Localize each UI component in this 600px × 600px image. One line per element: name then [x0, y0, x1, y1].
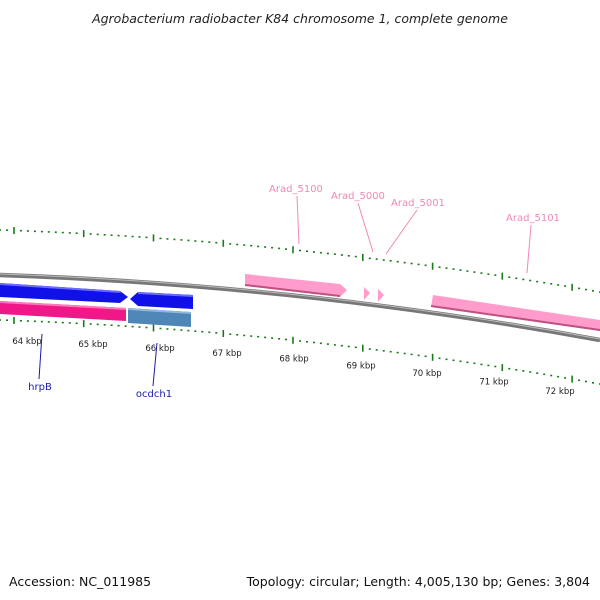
gene-hrpB-inner[interactable]	[0, 301, 126, 321]
gene-arad-5001[interactable]	[378, 289, 384, 302]
scale-label: 72 kbp	[545, 387, 574, 397]
callout-line	[152, 342, 158, 387]
inner-tick-track	[0, 317, 600, 385]
gene-label: Arad_5101	[506, 213, 560, 224]
scale-label: 68 kbp	[279, 355, 308, 365]
outer-tick-track	[0, 227, 600, 293]
scale-label: 70 kbp	[412, 369, 441, 379]
callout-line	[357, 202, 374, 253]
accession-text: Accession: NC_011985	[9, 574, 151, 589]
scale-label: 66 kbp	[145, 344, 174, 354]
callout-line	[296, 195, 300, 245]
callout-line	[385, 209, 418, 255]
gene-arad-5000[interactable]	[364, 287, 370, 300]
chromosome-backbone	[0, 272, 600, 343]
scale-labels: 64 kbp 65 kbp 66 kbp 67 kbp 68 kbp 69 kbp 70 k…	[12, 337, 574, 397]
gene-ocdch1-block[interactable]	[130, 292, 193, 309]
gene-label: Arad_5000	[331, 191, 385, 202]
map-title: Agrobacterium radiobacter K84 chromosome…	[91, 11, 508, 26]
scale-label: 69 kbp	[346, 361, 375, 371]
gene-label: hrpB	[28, 382, 52, 393]
gene-label: Arad_5001	[391, 198, 445, 209]
callout-line	[526, 224, 532, 274]
gene-arad-5101[interactable]	[431, 295, 600, 331]
genome-summary-text: Topology: circular; Length: 4,005,130 bp…	[246, 574, 590, 589]
gene-hrpB-block[interactable]	[0, 283, 128, 303]
gene-label: Arad_5100	[269, 184, 323, 195]
scale-label: 71 kbp	[479, 378, 508, 388]
scale-label: 64 kbp	[12, 337, 41, 347]
callout-line	[38, 333, 43, 380]
scale-label: 65 kbp	[78, 340, 107, 350]
scale-label: 67 kbp	[212, 349, 241, 359]
gene-arad-5100[interactable]	[245, 274, 347, 297]
gene-label: ocdch1	[136, 389, 172, 400]
gene-ocdch1-inner[interactable]	[128, 308, 191, 327]
